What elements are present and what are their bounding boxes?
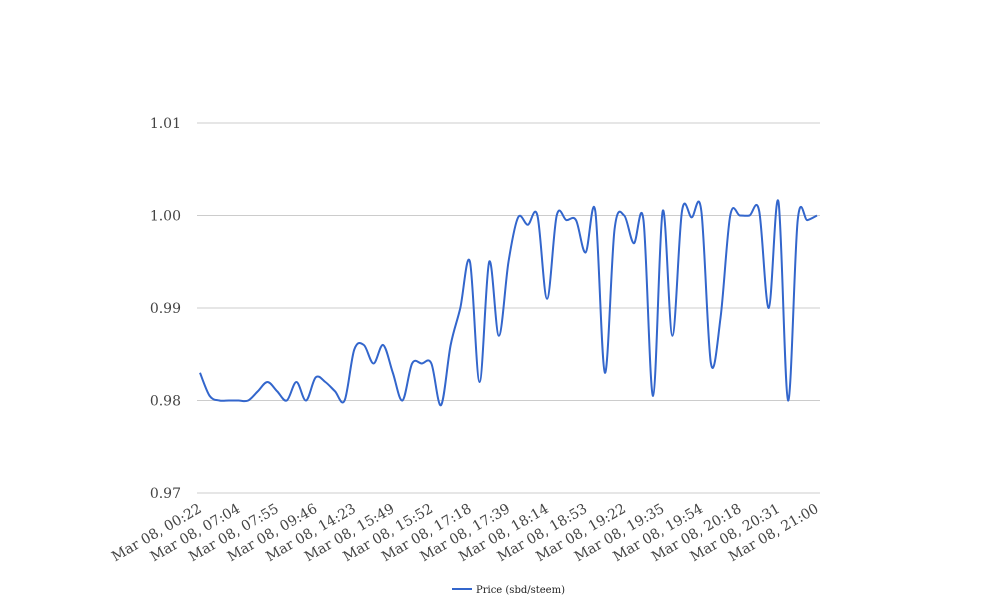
legend-label: Price (sbd/steem): [476, 585, 565, 596]
price-line: [199, 199, 818, 407]
y-tick-label: 1.01: [150, 116, 181, 132]
y-tick-label: 0.97: [150, 486, 181, 502]
y-tick-label: 0.99: [150, 301, 181, 317]
y-tick-label: 1.00: [150, 209, 181, 225]
y-tick-label: 0.98: [150, 394, 181, 410]
